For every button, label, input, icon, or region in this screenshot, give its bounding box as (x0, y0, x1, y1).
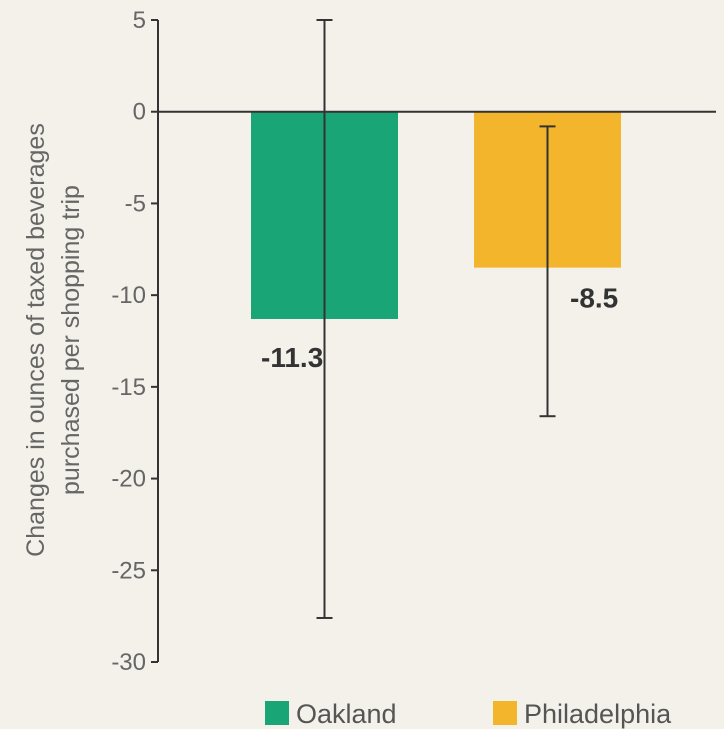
y-tick-label: -5 (125, 190, 146, 217)
y-tick-label: -15 (111, 374, 146, 401)
y-axis-title: Changes in ounces of taxed beverages pur… (22, 123, 85, 557)
legend: Oakland Philadelphia (265, 699, 672, 729)
legend-swatch-philadelphia (493, 701, 517, 725)
error-bars (316, 19, 556, 619)
value-label-philadelphia: -8.5 (570, 283, 618, 314)
legend-swatch-oakland (265, 701, 289, 725)
axes (157, 20, 716, 662)
value-label-oakland: -11.3 (261, 342, 323, 373)
y-axis-ticks: 5 0 -5 -10 -15 -20 -25 -30 (111, 7, 158, 676)
y-tick-label: -30 (111, 649, 146, 676)
value-labels: -11.3 -8.5 (261, 283, 618, 373)
y-axis-title-line-2: purchased per shopping trip (57, 185, 85, 495)
legend-label-philadelphia: Philadelphia (524, 699, 672, 729)
bars (251, 111, 621, 319)
y-tick-label: 0 (133, 99, 146, 126)
legend-label-oakland: Oakland (296, 699, 397, 729)
y-axis-title-line-1: Changes in ounces of taxed beverages (22, 123, 50, 557)
y-tick-label: -10 (111, 282, 146, 309)
y-tick-label: -25 (111, 557, 146, 584)
y-tick-label: -20 (111, 466, 146, 493)
y-tick-label: 5 (133, 7, 146, 34)
